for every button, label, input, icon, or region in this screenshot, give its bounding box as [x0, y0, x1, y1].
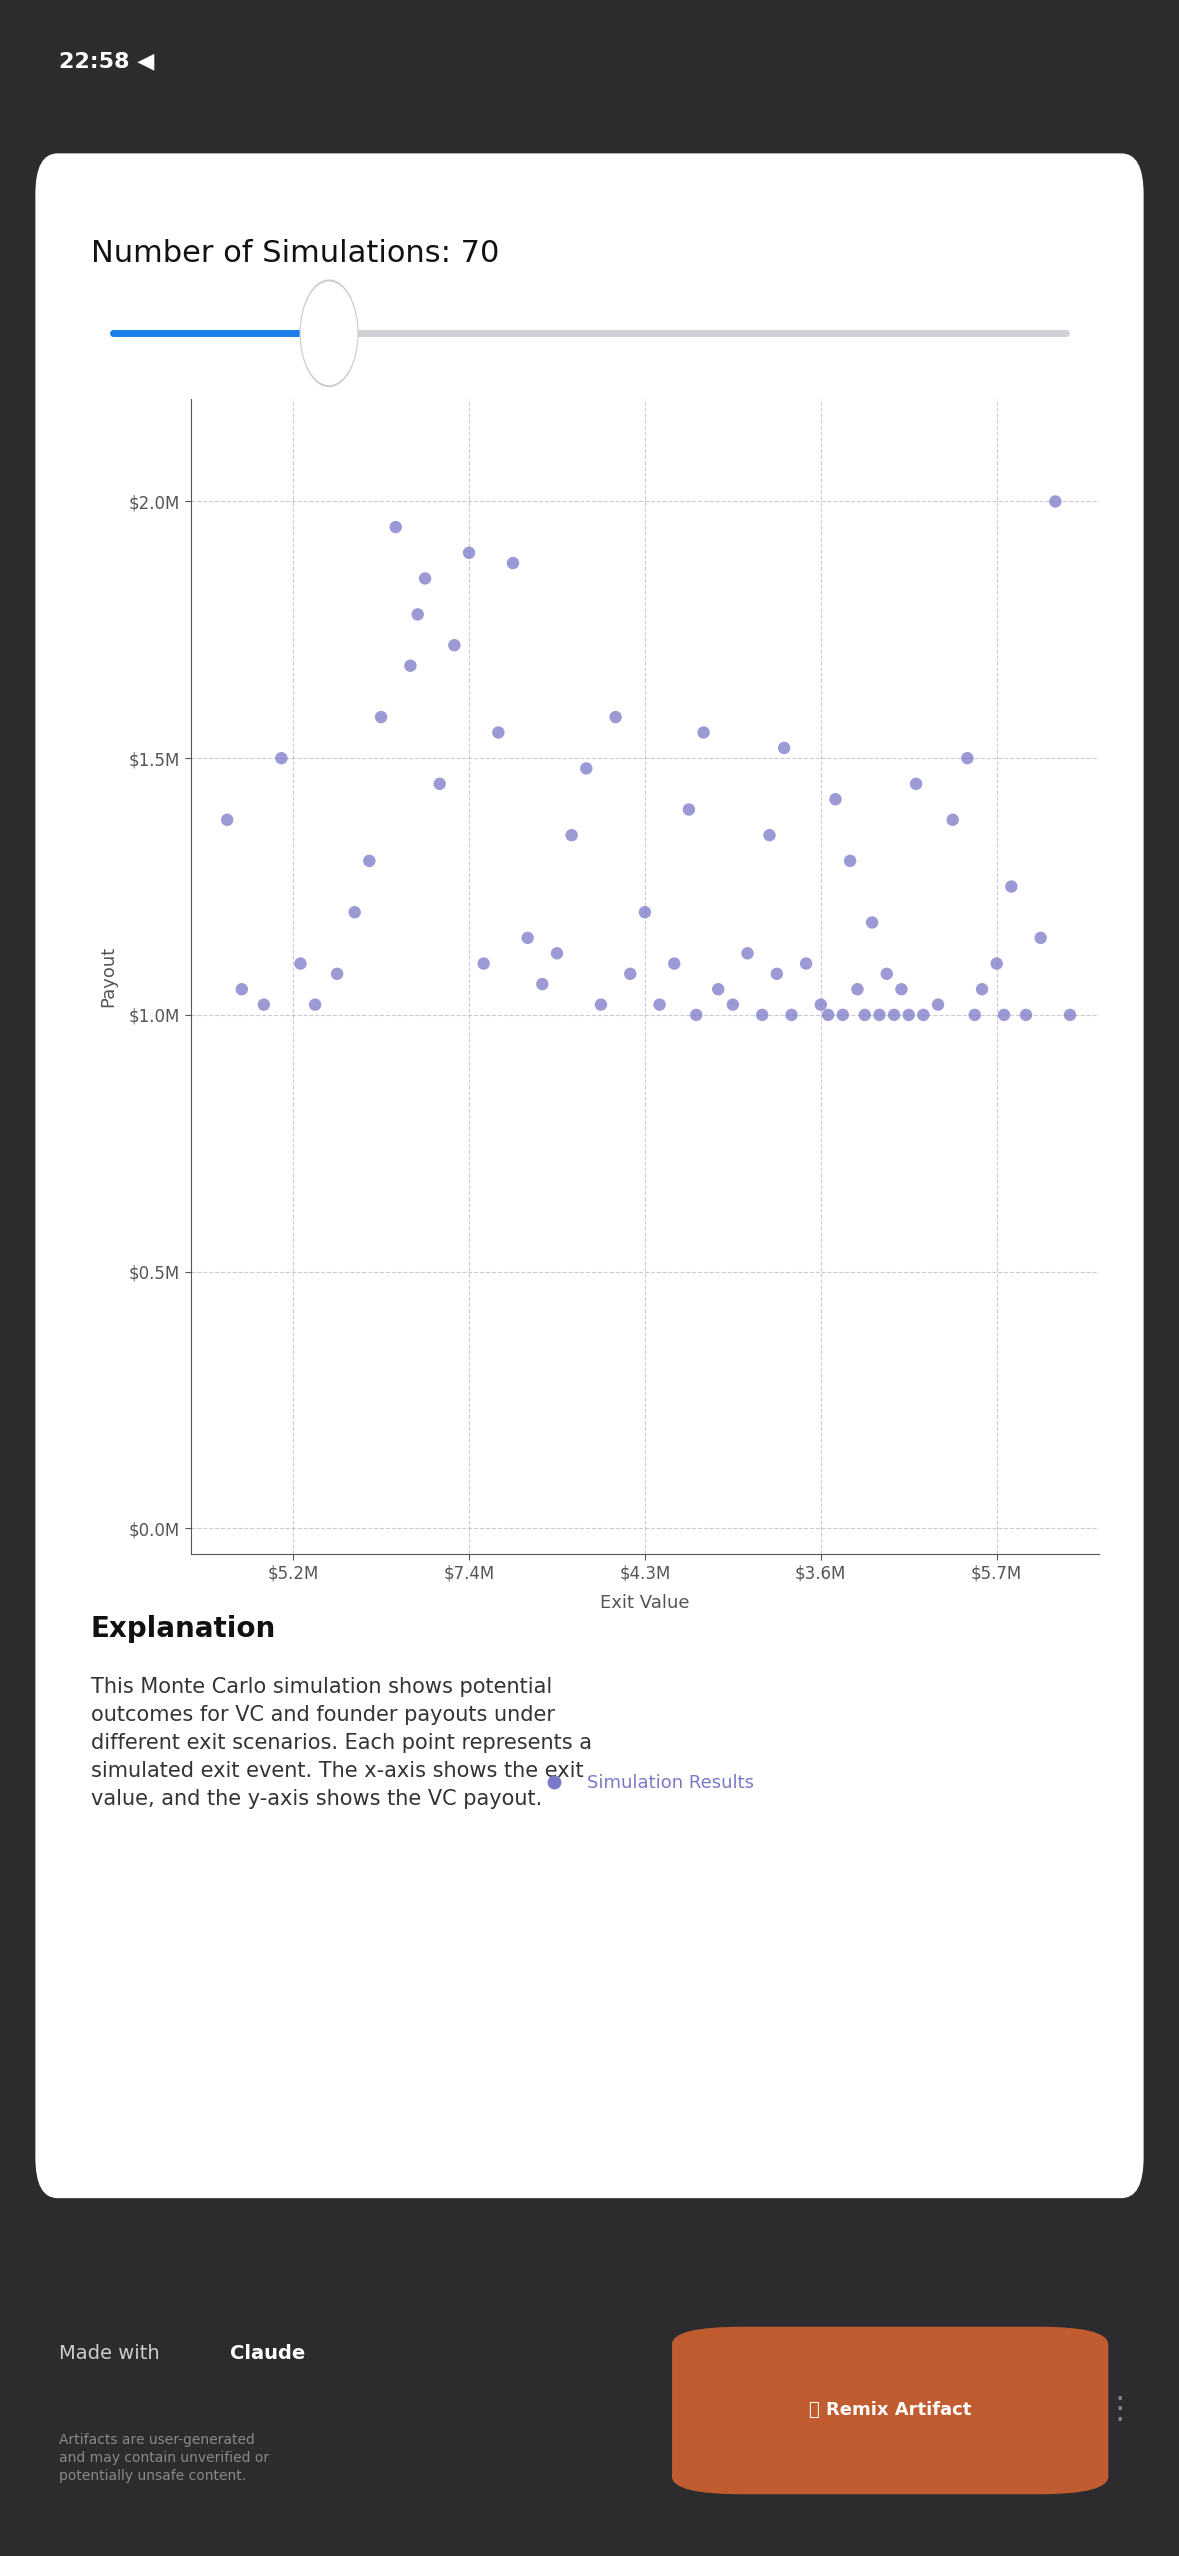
- Text: ⨿ Remix Artifact: ⨿ Remix Artifact: [809, 2403, 971, 2421]
- Circle shape: [302, 281, 357, 383]
- Point: [533, 964, 552, 1005]
- Text: Explanation: Explanation: [91, 1615, 276, 1644]
- Point: [782, 994, 801, 1035]
- X-axis label: Exit Value: Exit Value: [600, 1592, 690, 1613]
- Text: Number of Simulations: 70: Number of Simulations: 70: [91, 240, 499, 268]
- Point: [592, 984, 611, 1025]
- Point: [474, 943, 493, 984]
- Point: [797, 943, 816, 984]
- Point: [959, 739, 977, 780]
- Point: [460, 532, 479, 573]
- Point: [841, 841, 859, 882]
- Text: Made with: Made with: [59, 2344, 166, 2364]
- Point: [1016, 994, 1035, 1035]
- Point: [768, 953, 786, 994]
- Text: Artifacts are user-generated
and may contain unverified or
potentially unsafe co: Artifacts are user-generated and may con…: [59, 2433, 269, 2484]
- Point: [416, 557, 435, 598]
- Point: [489, 713, 508, 754]
- Point: [562, 815, 581, 856]
- Point: [345, 892, 364, 933]
- Point: [635, 892, 654, 933]
- Point: [1032, 918, 1050, 958]
- FancyBboxPatch shape: [672, 2326, 1108, 2495]
- Point: [401, 644, 420, 685]
- Point: [987, 943, 1006, 984]
- Point: [973, 969, 992, 1010]
- Point: [863, 902, 882, 943]
- Point: [709, 969, 727, 1010]
- Circle shape: [303, 284, 356, 383]
- Point: [291, 943, 310, 984]
- Point: [255, 984, 274, 1025]
- Point: [547, 933, 566, 974]
- Point: [387, 506, 406, 547]
- Point: [1002, 866, 1021, 907]
- Point: [752, 994, 771, 1035]
- Point: [834, 994, 852, 1035]
- Point: [360, 841, 378, 882]
- Point: [724, 984, 743, 1025]
- Point: [877, 953, 896, 994]
- Point: [995, 994, 1014, 1035]
- Point: [1046, 481, 1065, 521]
- Point: [811, 984, 830, 1025]
- Point: [760, 815, 779, 856]
- Point: [328, 953, 347, 994]
- Text: Claude: Claude: [230, 2344, 305, 2364]
- Text: ⋮: ⋮: [1105, 2395, 1135, 2423]
- Point: [430, 764, 449, 805]
- Point: [650, 984, 668, 1025]
- FancyBboxPatch shape: [35, 153, 1144, 2198]
- Point: [577, 749, 595, 790]
- Point: [966, 994, 984, 1035]
- Point: [943, 800, 962, 841]
- Point: [665, 943, 684, 984]
- Point: [775, 728, 793, 769]
- Point: [679, 790, 698, 831]
- Point: [232, 969, 251, 1010]
- Point: [893, 969, 911, 1010]
- Point: [900, 994, 918, 1035]
- Point: [519, 918, 538, 958]
- Point: [738, 933, 757, 974]
- Point: [218, 800, 237, 841]
- Text: This Monte Carlo simulation shows potential
outcomes for VC and founder payouts : This Monte Carlo simulation shows potent…: [91, 1677, 592, 1810]
- Point: [826, 780, 845, 820]
- Point: [914, 994, 933, 1035]
- Point: [907, 764, 926, 805]
- Point: [408, 593, 427, 634]
- Point: [272, 739, 291, 780]
- Point: [503, 542, 522, 583]
- Point: [694, 713, 713, 754]
- Point: [884, 994, 903, 1035]
- Point: [621, 953, 640, 994]
- Y-axis label: Payout: Payout: [99, 946, 118, 1007]
- Circle shape: [301, 281, 358, 386]
- Point: [371, 698, 390, 739]
- Point: [1061, 994, 1080, 1035]
- Point: [606, 698, 625, 739]
- Point: [818, 994, 837, 1035]
- Legend: Simulation Results: Simulation Results: [529, 1766, 760, 1799]
- Text: 22:58 ◀: 22:58 ◀: [59, 51, 154, 72]
- Point: [855, 994, 874, 1035]
- Point: [929, 984, 948, 1025]
- Point: [305, 984, 324, 1025]
- Point: [848, 969, 867, 1010]
- Point: [444, 624, 463, 665]
- Point: [687, 994, 706, 1035]
- Point: [870, 994, 889, 1035]
